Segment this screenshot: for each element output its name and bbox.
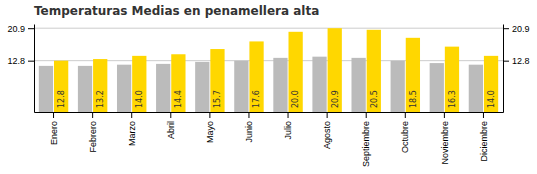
tick-mark (503, 61, 509, 62)
tick-label: Junio (244, 121, 254, 143)
bar (367, 30, 381, 112)
bar (484, 56, 498, 112)
tick-mark (248, 112, 249, 118)
tick: 20.9 (7, 24, 34, 34)
bar (445, 47, 459, 112)
tick-mark (288, 112, 289, 118)
data-label: 16.3 (448, 90, 457, 108)
tick-mark (503, 28, 509, 29)
bar (156, 64, 170, 112)
tick-mark (28, 61, 34, 62)
tick-label: Abril (166, 121, 176, 139)
title: Temperaturas Medias en penamellera alta (34, 4, 319, 18)
bar (249, 41, 263, 112)
data-label: 20.5 (370, 90, 379, 108)
bar (54, 61, 68, 112)
tick-mark (53, 112, 54, 118)
bar (117, 65, 131, 112)
tick-mark (366, 112, 367, 118)
tick: 12.8 (503, 56, 530, 66)
data-label: 14.0 (135, 90, 144, 108)
tick: Abril (166, 112, 176, 139)
tick-mark (327, 112, 328, 118)
data-label: 20.9 (331, 90, 340, 108)
tick-label: 20.9 (7, 24, 25, 34)
grid (34, 28, 503, 60)
axis-line (503, 25, 504, 113)
tick-label: Agosto (322, 121, 332, 149)
tick-label: 12.8 (512, 56, 530, 66)
tick: Enero (49, 112, 59, 145)
bar (78, 66, 92, 112)
tick-label: Octubre (400, 121, 410, 153)
tick: Noviembre (440, 112, 450, 165)
tick-label: Mayo (205, 121, 215, 143)
axis-line (35, 112, 504, 113)
bar (288, 32, 302, 112)
tick-label: Julio (283, 121, 293, 140)
bar (312, 57, 326, 112)
bar (210, 49, 224, 112)
tick-label: 20.9 (512, 24, 530, 34)
chart: Temperaturas Medias en penamellera alta1… (0, 0, 537, 174)
tick-mark (131, 112, 132, 118)
bar (406, 38, 420, 112)
tick: Agosto (322, 112, 332, 149)
tick-mark (170, 112, 171, 118)
tick-mark (209, 112, 210, 118)
tick: Junio (244, 112, 254, 143)
axis-line (34, 25, 35, 113)
bar (391, 61, 405, 112)
bar (351, 58, 365, 112)
tick-mark (483, 112, 484, 118)
bar (39, 66, 53, 112)
tick-label: Diciembre (479, 121, 489, 162)
tick: Diciembre (479, 112, 489, 162)
grid-line (34, 28, 503, 29)
tick-label: Febrero (88, 121, 98, 153)
bar (469, 65, 483, 112)
tick: Marzo (127, 112, 137, 146)
tick-label: Enero (49, 121, 59, 145)
bar (93, 59, 107, 112)
data-label: 14.0 (487, 90, 496, 108)
data-label: 14.4 (174, 90, 183, 108)
tick-mark (92, 112, 93, 118)
tick-label: Septiembre (361, 121, 371, 167)
tick: Mayo (205, 112, 215, 143)
bar (171, 54, 185, 112)
tick: Octubre (400, 112, 410, 153)
bar (273, 58, 287, 112)
tick: 20.9 (503, 24, 530, 34)
tick-mark (444, 112, 445, 118)
bar (430, 63, 444, 112)
bar (328, 28, 342, 112)
data-label: 12.8 (57, 90, 66, 108)
data-label: 13.2 (96, 90, 105, 108)
tick: Febrero (88, 112, 98, 153)
bar (132, 56, 146, 112)
tick: Julio (283, 112, 293, 140)
tick-label: Marzo (127, 121, 137, 146)
y-axis: 12.8 20.9 (7, 24, 34, 113)
tick: 12.8 (7, 56, 34, 66)
tick: Septiembre (361, 112, 371, 167)
data-label: 20.0 (291, 90, 300, 108)
bar (195, 62, 209, 112)
data-label: 17.6 (252, 90, 261, 108)
y-axis-right: 12.8 20.9 (503, 24, 530, 113)
data-label: 15.7 (213, 90, 222, 108)
tick-mark (28, 28, 34, 29)
x-axis: Enero Febrero Marzo Abril Mayo Junio Julio Agos… (35, 112, 504, 167)
tick-label: 12.8 (7, 56, 25, 66)
tick-label: Noviembre (440, 121, 450, 165)
bar (234, 61, 248, 112)
bars (39, 28, 498, 112)
data-label: 18.5 (409, 90, 418, 108)
data-labels: 12.8 13.2 14.0 14.4 15.7 17.6 20.0 20.9 20.5 18.5… (57, 90, 496, 108)
tick-mark (405, 112, 406, 118)
